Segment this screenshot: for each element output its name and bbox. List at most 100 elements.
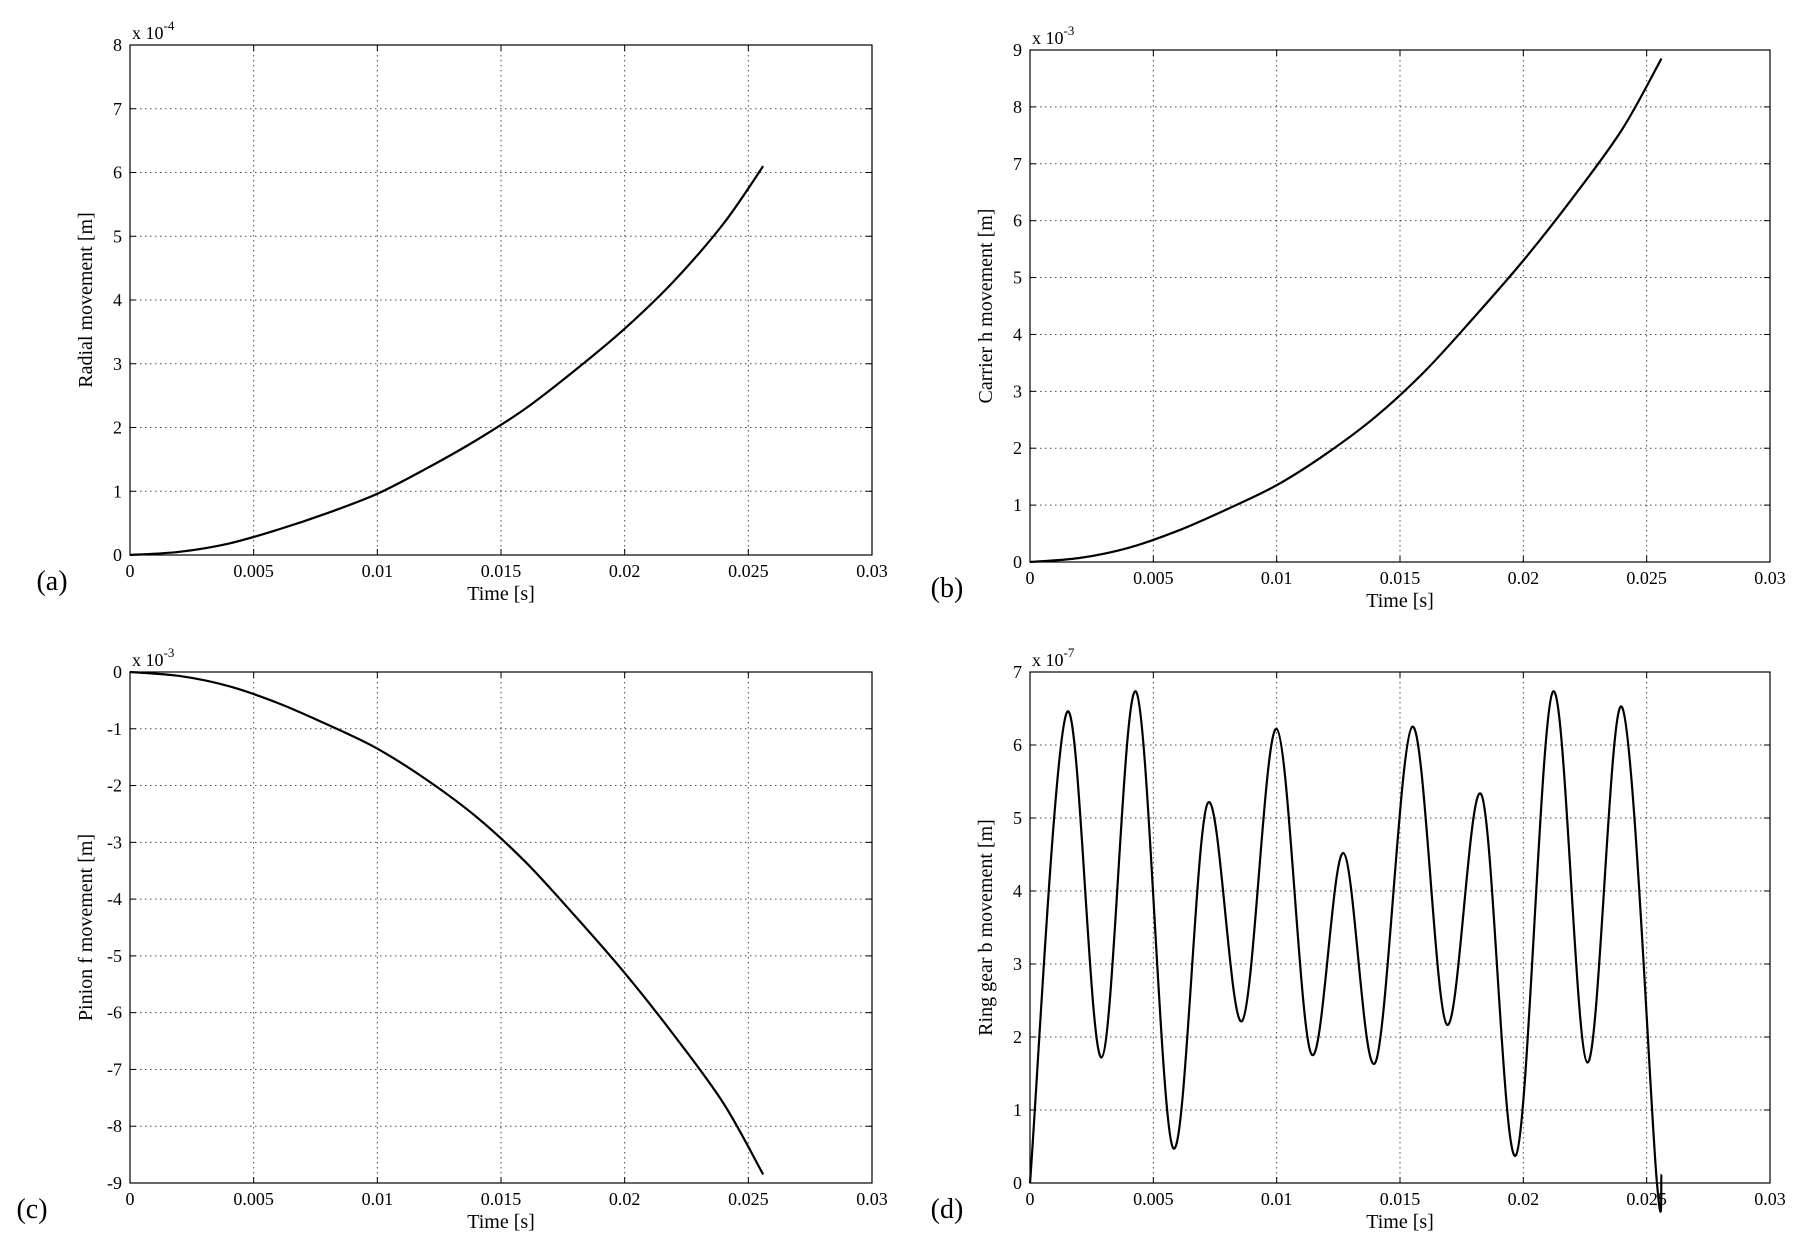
series-line-1 (1029, 57, 1663, 564)
x-tick-label: 0.015 (1380, 568, 1421, 588)
exponent-power: -4 (164, 18, 175, 33)
exponent-power: -3 (164, 645, 175, 660)
y-tick-label: -4 (107, 889, 122, 909)
axes-box (1029, 671, 1771, 1184)
x-tick-label: 0.025 (1626, 568, 1667, 588)
x-tick-label: 0.025 (728, 561, 769, 581)
y-tick-label: -9 (107, 1173, 122, 1193)
y-tick-label: 6 (1013, 211, 1022, 231)
x-tick-label: 0.025 (1626, 1189, 1667, 1209)
x-tick-label: 0.01 (1261, 568, 1293, 588)
y-axis-label: Ring gear b movement [m] (975, 819, 997, 1036)
x-tick-label: 0.01 (362, 1189, 394, 1209)
x-tick-label: 0.03 (1754, 568, 1786, 588)
y-tick-label: 1 (1013, 1100, 1022, 1120)
panel-label: (b) (931, 573, 964, 604)
y-tick-label: -6 (107, 1003, 122, 1023)
y-tick-label: 6 (1013, 735, 1022, 755)
y-tick-label: 4 (1013, 881, 1022, 901)
exponent-base: x 10 (1032, 28, 1064, 48)
chart-panel-1: 0 0.005 0.01 0.015 0.02 0.025 0.03 0 1 2 3 4 5 6 7 8 x 1… (36, 18, 887, 605)
y-tick-label: 7 (1013, 154, 1022, 174)
x-tick-label: 0.02 (609, 1189, 641, 1209)
y-tick-label: -2 (107, 776, 122, 796)
x-tick-label: 0.03 (1754, 1189, 1786, 1209)
x-tick-label: 0 (1026, 568, 1035, 588)
chart-panel-3: 0 0.005 0.01 0.015 0.02 0.025 0.03 0 -1 -2 -3 -4 -5 -… (16, 645, 887, 1233)
x-axis-label: Time [s] (467, 1211, 535, 1233)
x-tick-label: 0.02 (609, 561, 641, 581)
y-tick-label: 1 (113, 481, 122, 501)
y-tick-label: 9 (1013, 40, 1022, 60)
exponent-base: x 10 (132, 650, 164, 670)
y-tick-label: 2 (113, 418, 122, 438)
y-tick-label: -7 (107, 1059, 122, 1079)
y-tick-label: 4 (113, 290, 122, 310)
y-tick-label: -1 (107, 719, 122, 739)
x-tick-label: 0.005 (1133, 1189, 1174, 1209)
x-tick-label: 0.005 (233, 561, 274, 581)
y-tick-label: 0 (113, 662, 122, 682)
exponent-label: x 10-4 (132, 18, 175, 43)
x-tick-label: 0.03 (856, 1189, 888, 1209)
chart-panel-4: 0 0.005 0.01 0.015 0.02 0.025 0.03 0 1 2 3 4 5 6 7 x 10… (931, 645, 1786, 1233)
x-tick-label: 0.015 (1380, 1189, 1421, 1209)
x-tick-label: 0.02 (1508, 568, 1540, 588)
y-tick-label: 6 (113, 163, 122, 183)
y-tick-label: 4 (1013, 324, 1022, 344)
y-tick-label: 7 (1013, 662, 1022, 682)
y-axis-label: Carrier h movement [m] (975, 209, 997, 404)
x-tick-label: 0.02 (1508, 1189, 1540, 1209)
exponent-base: x 10 (1032, 650, 1064, 670)
y-tick-label: 1 (1013, 495, 1022, 515)
x-axis-label: Time [s] (467, 583, 535, 605)
y-tick-label: 5 (113, 226, 122, 246)
y-tick-label: 8 (1013, 97, 1022, 117)
x-axis-label: Time [s] (1366, 1211, 1434, 1233)
axes-box (1029, 49, 1771, 563)
y-tick-label: -8 (107, 1116, 122, 1136)
exponent-base: x 10 (132, 23, 164, 43)
x-tick-label: 0.01 (1261, 1189, 1293, 1209)
y-tick-label: 0 (1013, 1173, 1022, 1193)
exponent-label: x 10-3 (132, 645, 174, 670)
axes-box (129, 44, 873, 556)
panel-label: (c) (16, 1194, 47, 1225)
y-axis-label: Radial movement [m] (75, 212, 97, 388)
chart-panel-2: 0 0.005 0.01 0.015 0.02 0.025 0.03 0 1 2 3 4 5 6 7 8 9 x … (931, 23, 1786, 612)
y-axis-label: Pinion f movement [m] (75, 834, 97, 1021)
y-tick-label: -5 (107, 946, 122, 966)
exponent-label: x 10-7 (1032, 645, 1075, 670)
x-tick-label: 0.01 (362, 561, 394, 581)
y-tick-label: 3 (1013, 954, 1022, 974)
series-line-1 (1028, 690, 1663, 1213)
x-tick-label: 0.025 (728, 1189, 769, 1209)
x-axis-label: Time [s] (1366, 590, 1434, 612)
series-line-1 (129, 670, 765, 1176)
y-tick-label: 0 (1013, 552, 1022, 572)
x-tick-label: 0 (1026, 1189, 1035, 1209)
y-tick-label: 5 (1013, 268, 1022, 288)
axes-box (129, 671, 873, 1184)
x-tick-label: 0.03 (856, 561, 888, 581)
panel-label: (a) (36, 566, 67, 597)
x-tick-label: 0.005 (233, 1189, 274, 1209)
y-tick-label: 2 (1013, 1027, 1022, 1047)
y-tick-label: 7 (113, 99, 122, 119)
y-tick-label: 5 (1013, 808, 1022, 828)
x-tick-label: 0.005 (1133, 568, 1174, 588)
x-tick-label: 0 (126, 1189, 135, 1209)
x-tick-label: 0.015 (481, 561, 522, 581)
panel-label: (d) (931, 1194, 964, 1225)
x-tick-label: 0.015 (481, 1189, 522, 1209)
x-tick-label: 0 (126, 561, 135, 581)
series-line-1 (129, 165, 765, 557)
y-tick-label: 0 (113, 545, 122, 565)
y-tick-label: -3 (107, 832, 122, 852)
y-tick-label: 3 (1013, 381, 1022, 401)
exponent-label: x 10-3 (1032, 23, 1074, 48)
y-tick-label: 2 (1013, 438, 1022, 458)
y-tick-label: 3 (113, 354, 122, 374)
